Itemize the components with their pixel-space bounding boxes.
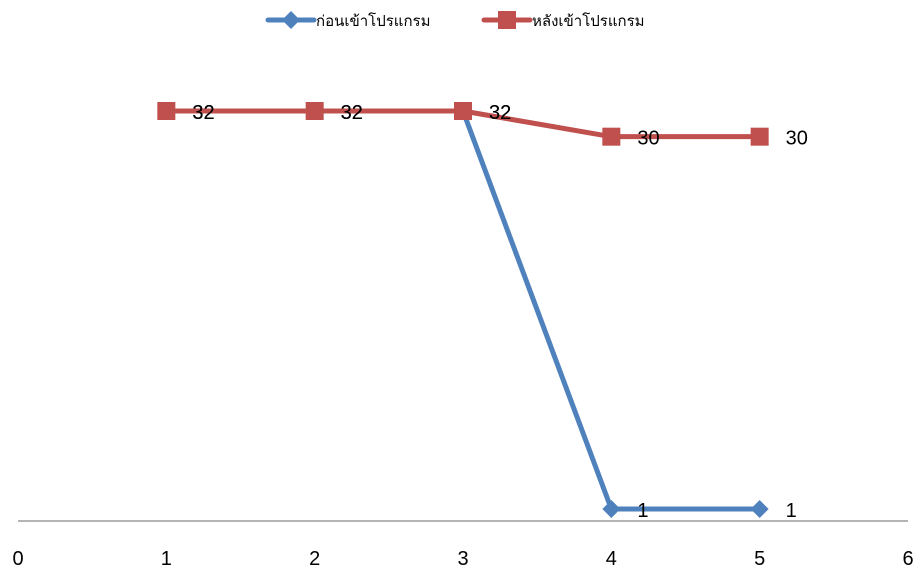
legend-marker (282, 11, 300, 29)
x-tick-label: 0 (12, 548, 23, 570)
data-point-marker (750, 127, 769, 146)
data-label: 1 (637, 500, 648, 522)
legend-marker (498, 11, 516, 29)
legend: ก่อนเข้าโปรแกรม หลังเข้าโปรแกรม (265, 11, 645, 30)
series-1 (157, 102, 769, 518)
data-point-marker (602, 127, 621, 146)
data-label: 32 (341, 102, 363, 124)
data-label: 30 (786, 128, 808, 150)
series-layer (157, 102, 769, 518)
series-line (163, 108, 763, 512)
x-tick-label: 2 (309, 548, 320, 570)
legend-item-2: หลังเข้าโปรแกรม (481, 11, 645, 30)
data-label: 32 (192, 102, 214, 124)
x-tick-label: 5 (754, 548, 765, 570)
legend-label: ก่อนเข้าโปรแกรม (316, 12, 430, 30)
data-point-marker (454, 102, 472, 120)
data-label: 32 (489, 102, 511, 124)
legend-item-1: ก่อนเข้าโปรแกรม (265, 11, 430, 30)
x-tick-label: 6 (902, 548, 913, 570)
data-label: 32 (489, 102, 511, 124)
legend-label: หลังเข้าโปรแกรม (532, 12, 645, 30)
data-point-marker (157, 102, 176, 120)
x-tick-label: 4 (606, 548, 617, 570)
data-point-marker (750, 500, 769, 518)
data-label: 32 (341, 102, 363, 124)
data-label: 30 (637, 128, 659, 150)
x-tick-labels: 0 1 2 3 4 5 6 (12, 548, 913, 570)
data-label: 1 (786, 500, 797, 522)
x-tick-label: 3 (457, 548, 468, 570)
x-tick-label: 1 (161, 548, 172, 570)
data-label: 32 (192, 102, 214, 124)
data-point-marker (602, 500, 621, 518)
data-point-marker (305, 102, 324, 120)
series-2 (157, 102, 769, 146)
